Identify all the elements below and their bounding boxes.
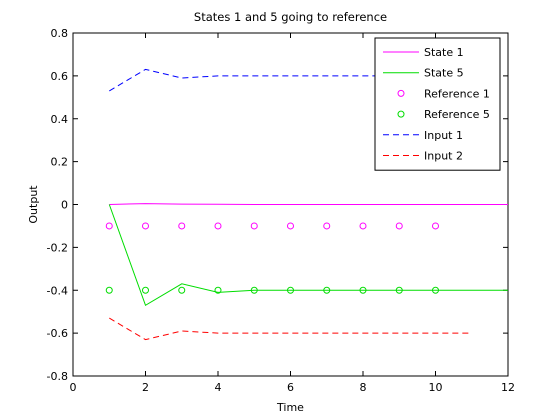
legend-label-reference-5: Reference 5: [424, 108, 490, 121]
legend-label-state-5: State 5: [424, 67, 464, 80]
legend-label-state-1: State 1: [424, 46, 464, 59]
reference-5-point: [323, 286, 331, 294]
legend-swatch-reference-1: [397, 89, 405, 97]
reference-5-point: [287, 286, 294, 294]
state-5-line: [108, 204, 508, 307]
x-tick-label: 0: [70, 381, 77, 394]
reference-1-point: [142, 222, 149, 230]
reference-1-point: [359, 222, 367, 230]
reference-5-point: [432, 286, 439, 294]
legend-swatch-reference-5: [397, 110, 405, 118]
reference-1-point: [432, 222, 439, 230]
legend-label-reference-1: Reference 1: [424, 87, 490, 100]
x-tick-label: 8: [360, 381, 367, 394]
reference-5-point: [395, 286, 403, 294]
reference-1-point: [287, 222, 294, 230]
reference-5-point: [359, 286, 367, 294]
x-tick-label: 12: [501, 381, 515, 394]
series-layer: [105, 68, 508, 341]
chart-title: States 1 and 5 going to reference: [194, 10, 387, 24]
y-tick-label: -0.8: [47, 370, 68, 383]
reference-1-point: [250, 222, 258, 230]
reference-5-point: [214, 286, 222, 294]
x-tick-label: 2: [142, 381, 149, 394]
y-tick-label: 0: [61, 199, 68, 212]
y-tick-label: -0.2: [47, 241, 68, 254]
y-tick-label: -0.4: [47, 284, 68, 297]
y-tick-label: 0.6: [51, 70, 69, 83]
legend: State 1 State 5 Reference 1 Reference 5 Inpu…: [374, 37, 501, 171]
reference-5-point: [142, 286, 149, 294]
reference-1-point: [395, 222, 403, 230]
legend-box: [374, 37, 501, 171]
x-tick-label: 4: [215, 381, 222, 394]
x-axis-label: Time: [276, 401, 304, 414]
y-tick-label: 0.8: [51, 27, 69, 40]
reference-1-point: [178, 222, 186, 230]
reference-1-point: [323, 222, 331, 230]
legend-label-input-1: Input 1: [424, 129, 463, 142]
reference-5-point: [250, 286, 258, 294]
reference-5-point: [105, 286, 113, 294]
y-tick-label: 0.2: [51, 156, 69, 169]
reference-1-point: [214, 222, 222, 230]
x-tick-label: 10: [429, 381, 443, 394]
reference-1-point: [105, 222, 113, 230]
y-tick-label: -0.6: [47, 327, 68, 340]
y-axis-ticks: 0.8 0.6 0.4 0.2 0 -0.2 -0.4 -0.6 -0.8: [47, 27, 508, 383]
state-1-line: [109, 203, 508, 205]
y-axis-label: Output: [27, 185, 40, 224]
reference-5-point: [178, 286, 186, 294]
x-tick-label: 6: [287, 381, 294, 394]
y-tick-label: 0.4: [51, 113, 69, 126]
legend-label-input-2: Input 2: [424, 150, 463, 163]
x-axis-ticks: 0 2 4 6 8 10 12: [70, 33, 515, 394]
